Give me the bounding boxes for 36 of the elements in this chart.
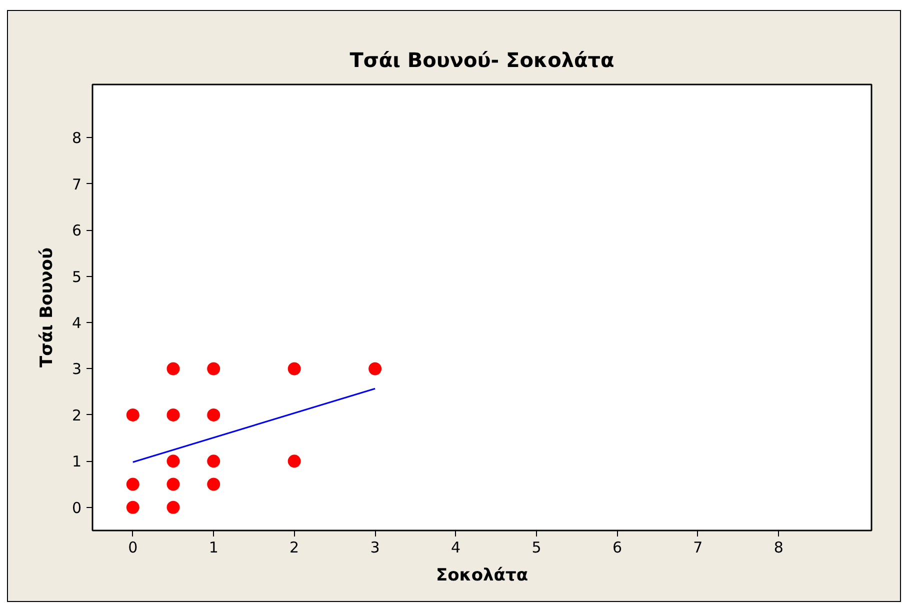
y-axis-title: Τσάι Βουνού bbox=[36, 248, 57, 368]
x-tick-label: 5 bbox=[532, 538, 542, 556]
y-tick-label: 2 bbox=[72, 406, 82, 424]
point bbox=[207, 408, 220, 422]
point bbox=[166, 362, 180, 376]
x-tick-label: 0 bbox=[128, 538, 138, 556]
point bbox=[126, 478, 140, 491]
y-tick-label: 1 bbox=[72, 452, 82, 471]
point bbox=[207, 454, 220, 468]
x-tick-label: 2 bbox=[290, 538, 300, 556]
chart-title: Τσάι Βουνού- Σοκολάτα bbox=[350, 48, 614, 72]
y-tick-label: 6 bbox=[72, 222, 82, 240]
x-tick-label: 6 bbox=[612, 538, 622, 556]
point bbox=[288, 454, 301, 468]
point bbox=[126, 408, 140, 422]
x-tick-label: 1 bbox=[208, 538, 218, 556]
point bbox=[126, 500, 140, 514]
x-tick-label: 7 bbox=[693, 538, 703, 556]
y-tick-label: 0 bbox=[72, 498, 82, 517]
point bbox=[288, 362, 301, 376]
point bbox=[207, 362, 220, 376]
y-tick-label: 4 bbox=[72, 314, 82, 332]
point bbox=[166, 454, 180, 468]
point bbox=[207, 478, 220, 491]
point bbox=[166, 408, 180, 422]
y-tick-label: 8 bbox=[72, 129, 82, 148]
x-tick-label: 4 bbox=[450, 538, 461, 556]
point bbox=[166, 478, 180, 491]
y-tick-label: 5 bbox=[72, 268, 82, 286]
point bbox=[166, 500, 180, 514]
point bbox=[368, 362, 382, 376]
y-tick-label: 3 bbox=[72, 360, 82, 378]
x-tick-label: 8 bbox=[774, 538, 784, 556]
x-tick-label: 3 bbox=[370, 538, 380, 556]
x-axis-title: Σοκολάτα bbox=[436, 566, 528, 586]
y-tick-label: 7 bbox=[72, 175, 82, 194]
